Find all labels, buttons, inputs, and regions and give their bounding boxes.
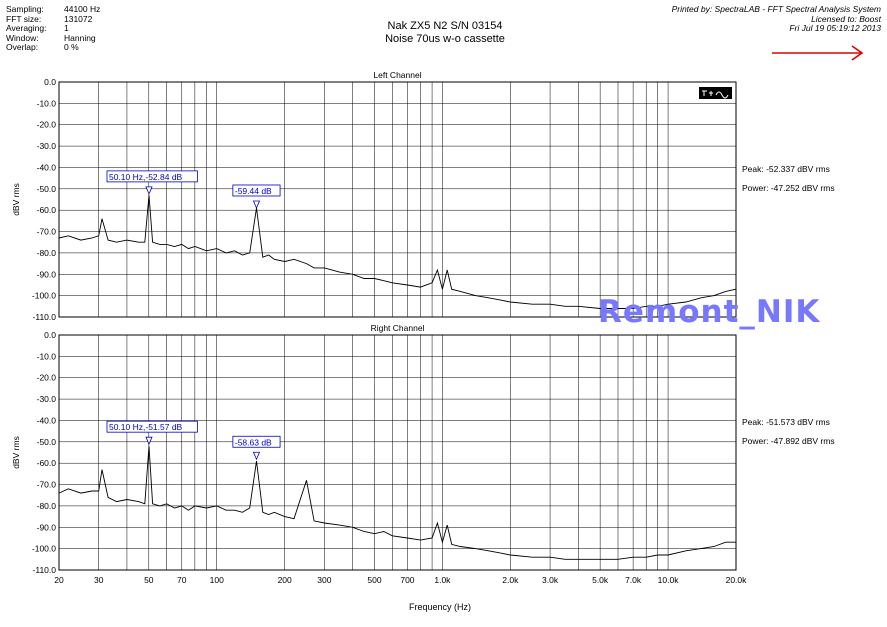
- marker-label: -58.63 dB: [235, 437, 272, 447]
- settings-row: Overlap: 0 %: [6, 43, 100, 53]
- y-tick-label: -20.0: [37, 120, 57, 130]
- right-power-readout: Power: -47.892 dBV rms: [742, 436, 835, 446]
- marker-triangle: [145, 436, 153, 446]
- settings-value: 44100 Hz: [64, 4, 101, 14]
- settings-key: Window:: [6, 32, 39, 43]
- settings-row: Averaging: 1: [6, 24, 100, 34]
- x-tick-label: 3.0k: [542, 575, 559, 585]
- y-tick-label: -60.0: [37, 205, 57, 215]
- report-title-line2: Noise 70us w-o cassette: [385, 33, 505, 45]
- settings-key: Sampling:: [6, 4, 44, 14]
- left-channel-plot: 0.0 -10.0 -20.0 -30.0 -40.0 -50.0 -60.0 -70.0 -8…: [11, 70, 737, 322]
- settings-key: FFT size:: [6, 13, 42, 24]
- x-tick-label: 20: [54, 575, 64, 585]
- y-tick-label: -80.0: [37, 501, 57, 511]
- left-peak-readout: Peak: -52.337 dBV rms: [742, 164, 830, 174]
- x-tick-label: 5.0k: [592, 575, 609, 585]
- y-axis-label: dBV rms: [11, 183, 21, 216]
- spectralab-logo-icon: [699, 87, 732, 99]
- y-tick-label: -100.0: [32, 291, 56, 301]
- settings-row: Sampling: 44100 Hz: [6, 4, 101, 15]
- print-info-line2: Licensed to: Boost: [811, 13, 881, 24]
- print-info-line3: Fri Jul 19 05:19:12 2013: [789, 23, 881, 34]
- report-title: Nak ZX5 N2 S/N 03154 Noise 70us w-o cass…: [330, 20, 560, 46]
- marker-triangle: [252, 200, 261, 210]
- marker-label-box: [106, 420, 198, 433]
- y-tick-label: -20.0: [37, 373, 57, 383]
- settings-row: FFT size: 131072: [6, 13, 100, 25]
- marker-label: -59.44 dB: [235, 186, 272, 196]
- report-title-line1: Nak ZX5 N2 S/N 03154: [387, 20, 503, 32]
- plot-frame: [58, 81, 737, 318]
- x-tick-label: 30: [94, 575, 104, 585]
- y-tick-label: -70.0: [37, 227, 57, 237]
- right-channel-stats: Peak: -51.573 dBV rms Power: -47.892 dBV…: [742, 413, 835, 451]
- x-axis-label: Frequency (Hz): [408, 602, 471, 612]
- marker-triangle: [145, 186, 153, 195]
- y-tick-label: -100.0: [32, 544, 56, 554]
- marker-label-box: [106, 170, 198, 183]
- settings-key: Overlap:: [6, 42, 39, 53]
- y-axis-label: dBV rms: [11, 436, 21, 469]
- x-tick-label: 7.0k: [625, 575, 642, 585]
- marker-label: 50.10 Hz,-51.57 dB: [109, 422, 183, 432]
- marker-label: 50.10 Hz,-52.84 dB: [109, 172, 183, 182]
- y-tick-label: -50.0: [37, 437, 57, 447]
- left-power-readout: Power: -47.252 dBV rms: [742, 183, 835, 193]
- right-channel-plot: 0.0 -10.0 -20.0 -30.0 -40.0 -50.0 -60.0 -70.0 -8…: [11, 323, 747, 585]
- left-channel-stats: Peak: -52.337 dBV rms Power: -47.252 dBV…: [742, 160, 835, 198]
- y-tick-label: 0.0: [44, 330, 56, 340]
- panel-title: Left Channel: [373, 70, 421, 80]
- y-tick-label: -30.0: [37, 141, 57, 151]
- logo-mark: [702, 90, 729, 99]
- x-tick-label: 200: [278, 575, 292, 585]
- x-tick-label: 20.0k: [726, 575, 748, 585]
- print-info-line1: Printed by: SpectraLAB - FFT Spectral An…: [671, 4, 881, 14]
- settings-value: Hanning: [64, 32, 96, 43]
- y-tick-label: -70.0: [37, 480, 57, 490]
- y-tick-label: -40.0: [37, 415, 57, 425]
- marker-label-box: [232, 184, 281, 197]
- y-tick-label: -10.0: [37, 351, 57, 361]
- y-tick-label: -90.0: [37, 522, 57, 532]
- y-tick-label: -110.0: [33, 565, 57, 575]
- x-tick-label: 1.0k: [434, 575, 451, 585]
- y-tick-label: -110.0: [33, 312, 57, 322]
- spectrum-trace: [58, 195, 737, 309]
- marker-label-box: [232, 435, 281, 448]
- settings-key: Averaging:: [6, 23, 47, 34]
- right-peak-readout: Peak: -51.573 dBV rms: [742, 417, 830, 427]
- red-arrow-icon: [772, 45, 864, 61]
- settings-value: 131072: [64, 13, 93, 24]
- analysis-settings: Sampling: 44100 Hz FFT size: 131072 Aver…: [6, 4, 101, 53]
- x-tick-label: 500: [367, 575, 381, 585]
- plot-frame: [58, 334, 737, 571]
- y-tick-label: -80.0: [37, 248, 57, 258]
- marker-triangle: [252, 451, 261, 461]
- y-tick-label: -10.0: [37, 98, 57, 108]
- x-tick-label: 70: [177, 575, 187, 585]
- y-tick-label: -90.0: [37, 269, 57, 279]
- x-tick-label: 10.0k: [658, 575, 680, 585]
- settings-value: 0 %: [64, 42, 79, 53]
- x-tick-label: 100: [210, 575, 224, 585]
- settings-value: 1: [64, 23, 69, 34]
- logo-box: [699, 87, 732, 99]
- x-tick-label: 700: [400, 575, 414, 585]
- watermark: Remont_NIK: [598, 294, 821, 330]
- x-tick-label: 2.0k: [502, 575, 519, 585]
- panel-title: Right Channel: [371, 323, 425, 333]
- spectrum-trace: [58, 446, 736, 560]
- y-tick-label: -30.0: [37, 394, 57, 404]
- settings-row: Window: Hanning: [6, 32, 100, 44]
- y-tick-label: 0.0: [44, 77, 56, 87]
- print-info: Printed by: SpectraLAB - FFT Spectral An…: [671, 4, 881, 34]
- y-tick-label: -40.0: [37, 162, 57, 172]
- y-tick-label: -60.0: [37, 458, 57, 468]
- x-tick-label: 300: [317, 575, 331, 585]
- y-tick-label: -50.0: [37, 184, 57, 194]
- x-tick-label: 50: [144, 575, 154, 585]
